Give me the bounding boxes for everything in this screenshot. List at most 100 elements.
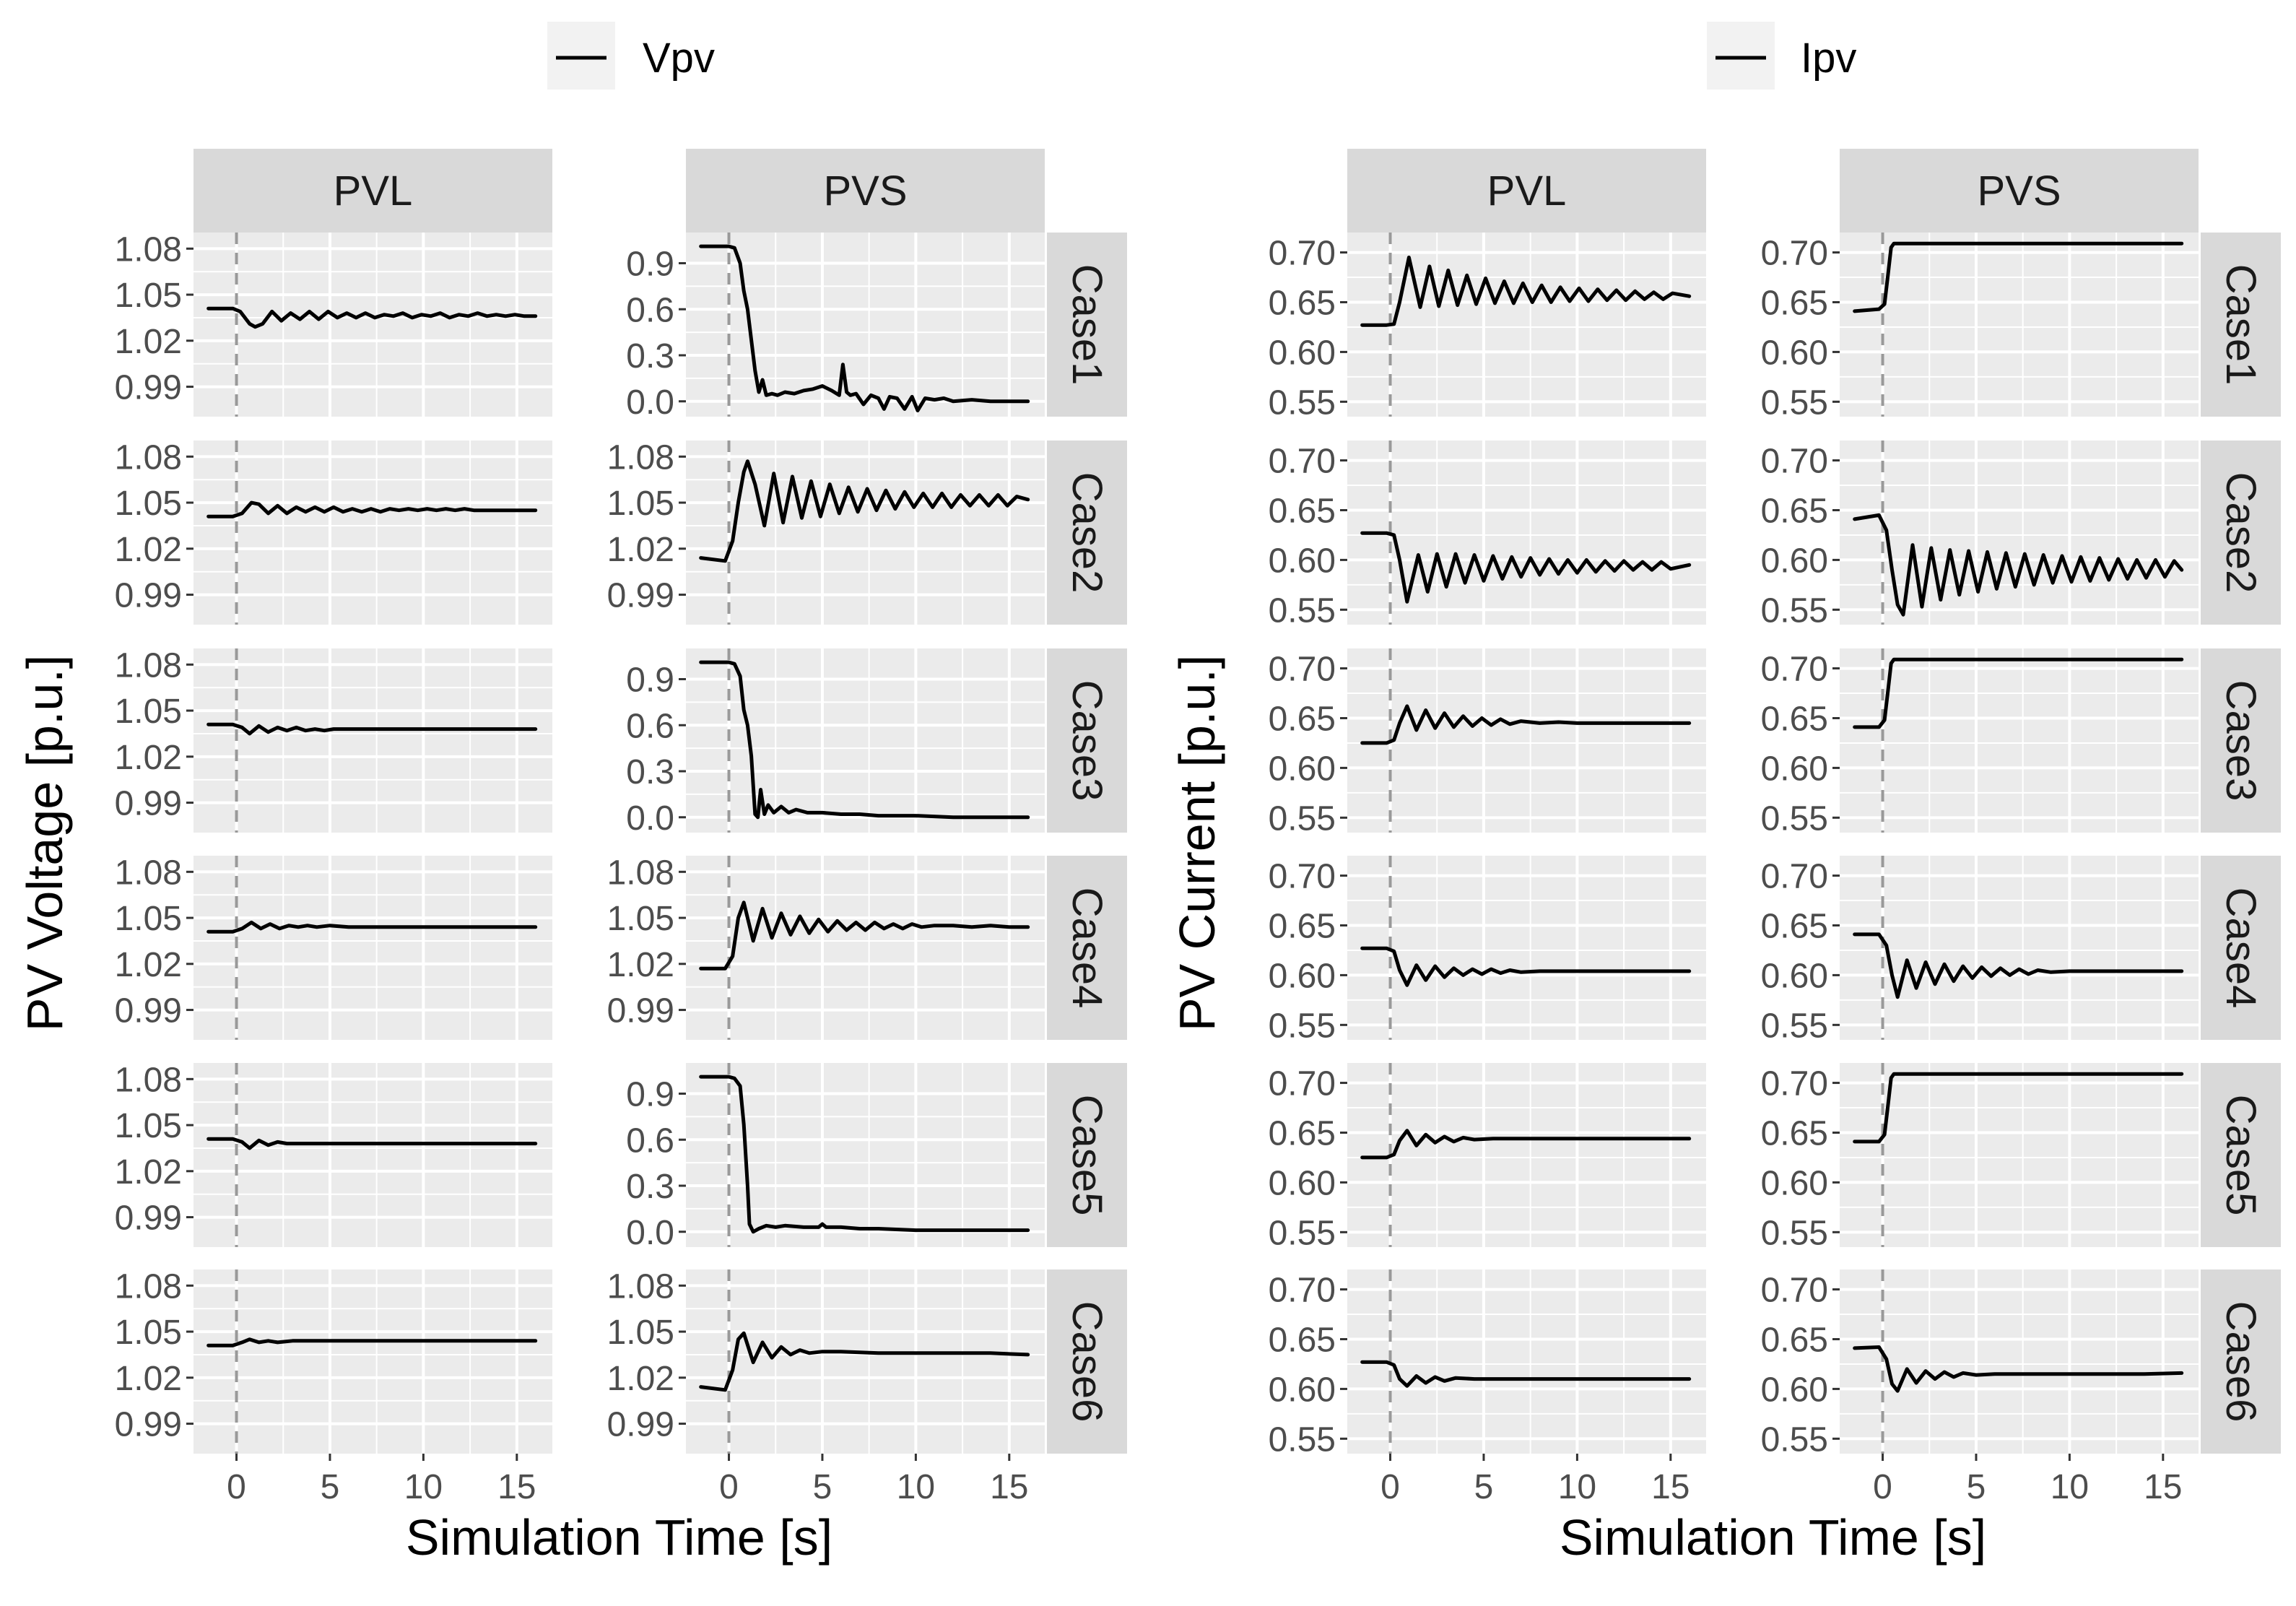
y-tick-label: 0.0 bbox=[626, 799, 674, 838]
voltage-row-label-case1: Case1 bbox=[1064, 264, 1110, 386]
series-line-ipv bbox=[1853, 932, 2184, 999]
voltage-pvs-case4-panel: 0.99 1.02 1.05 1.08 bbox=[607, 854, 1045, 1040]
y-tick-label: 0.70 bbox=[1269, 858, 1336, 896]
y-tick-label: 0.60 bbox=[1269, 957, 1336, 995]
current-row-label-case5: Case5 bbox=[2217, 1095, 2264, 1216]
x-tick-label: 15 bbox=[1651, 1468, 1690, 1506]
y-tick-label: 0.65 bbox=[1269, 700, 1336, 738]
x-tick-label: 0 bbox=[1873, 1468, 1892, 1506]
current-pvs-case1-panel: 0.55 0.60 0.65 0.70 bbox=[1761, 233, 2199, 422]
y-tick-label: 0.6 bbox=[626, 291, 674, 329]
y-tick-label: 0.65 bbox=[1269, 1114, 1336, 1153]
series-line-vpv bbox=[206, 306, 538, 329]
y-tick-label: 0.55 bbox=[1761, 1007, 1828, 1045]
y-tick-label: 0.0 bbox=[626, 383, 674, 422]
y-tick-label: 0.70 bbox=[1761, 651, 1828, 689]
x-tick-label: 5 bbox=[321, 1468, 340, 1506]
y-tick-label: 1.08 bbox=[115, 646, 182, 685]
y-tick-label: 0.65 bbox=[1269, 907, 1336, 945]
y-tick-label: 0.70 bbox=[1269, 1272, 1336, 1310]
y-tick-label: 1.02 bbox=[115, 1153, 182, 1192]
y-tick-label: 0.65 bbox=[1761, 284, 1828, 322]
voltage-row-label-case2: Case2 bbox=[1064, 472, 1110, 594]
y-tick-label: 0.65 bbox=[1761, 1321, 1828, 1359]
x-tick-label: 5 bbox=[1967, 1468, 1986, 1506]
panel-background bbox=[686, 440, 1045, 625]
voltage-pvs-case6-panel: 0.99 1.02 1.05 1.08 0 5 10 15 bbox=[607, 1267, 1045, 1506]
y-tick-label: 0.60 bbox=[1761, 1164, 1828, 1202]
y-tick-label: 0.60 bbox=[1761, 542, 1828, 580]
y-tick-label: 0.55 bbox=[1269, 1420, 1336, 1459]
panel-background bbox=[686, 1269, 1045, 1454]
panel-background bbox=[193, 648, 552, 833]
current-legend-key bbox=[1707, 22, 1775, 90]
voltage-legend-label: Vpv bbox=[643, 35, 715, 82]
current-facet-grid: Ipv PVL PVS Case1 Case2 Case3 Case4 Case5 Case6 0… bbox=[1169, 22, 2281, 1566]
current-pvl-case2-panel: 0.55 0.60 0.65 0.70 bbox=[1269, 440, 1706, 630]
panel-background bbox=[1840, 1063, 2199, 1247]
series-line-vpv bbox=[699, 660, 1030, 820]
voltage-row-strip-case3 bbox=[1047, 648, 1127, 833]
y-tick-label: 0.60 bbox=[1761, 1371, 1828, 1409]
series-line-ipv bbox=[1853, 657, 2184, 729]
series-line-ipv bbox=[1853, 1345, 2184, 1393]
current-row-strip-case6 bbox=[2201, 1269, 2281, 1454]
panel-background bbox=[1840, 1269, 2199, 1454]
y-tick-label: 0.99 bbox=[607, 992, 674, 1030]
y-tick-label: 0.70 bbox=[1761, 235, 1828, 273]
panel-background bbox=[193, 856, 552, 1040]
series-line-vpv bbox=[699, 459, 1030, 563]
y-tick-label: 0.70 bbox=[1269, 443, 1336, 481]
series-line-ipv bbox=[1360, 704, 1692, 745]
y-tick-label: 1.02 bbox=[607, 1360, 674, 1398]
y-tick-label: 1.08 bbox=[607, 854, 674, 892]
panel-background bbox=[1347, 233, 1706, 417]
y-tick-label: 1.08 bbox=[115, 438, 182, 477]
y-tick-label: 0.65 bbox=[1761, 907, 1828, 945]
y-tick-label: 0.60 bbox=[1761, 750, 1828, 788]
y-tick-label: 0.99 bbox=[115, 992, 182, 1030]
y-tick-label: 0.70 bbox=[1269, 1065, 1336, 1103]
x-tick-label: 10 bbox=[404, 1468, 443, 1506]
voltage-column-label-pvs: PVS bbox=[823, 168, 907, 214]
y-tick-label: 0.3 bbox=[626, 1168, 674, 1206]
y-tick-label: 0.55 bbox=[1269, 591, 1336, 630]
y-tick-label: 0.9 bbox=[626, 1076, 674, 1114]
series-line-vpv bbox=[206, 722, 538, 736]
current-pvl-case4-panel: 0.55 0.60 0.65 0.70 bbox=[1269, 856, 1706, 1045]
x-tick-label: 0 bbox=[719, 1468, 739, 1506]
current-x-axis-title: Simulation Time [s] bbox=[1560, 1509, 1986, 1566]
series-line-ipv bbox=[1853, 241, 2184, 313]
panel-background bbox=[686, 856, 1045, 1040]
y-tick-label: 0.55 bbox=[1269, 1214, 1336, 1252]
y-tick-label: 1.08 bbox=[607, 1267, 674, 1306]
y-tick-label: 0.55 bbox=[1761, 383, 1828, 422]
y-tick-label: 0.60 bbox=[1761, 957, 1828, 995]
y-tick-label: 0.99 bbox=[607, 577, 674, 615]
series-line-ipv bbox=[1360, 531, 1692, 604]
y-tick-label: 0.55 bbox=[1269, 1007, 1336, 1045]
voltage-pvs-case5-panel: 0.0 0.3 0.6 0.9 bbox=[626, 1063, 1045, 1252]
current-pvl-case6-panel: 0.55 0.60 0.65 0.70 0 5 10 15 bbox=[1269, 1269, 1706, 1506]
x-tick-label: 10 bbox=[897, 1468, 935, 1506]
y-tick-label: 0.55 bbox=[1269, 383, 1336, 422]
voltage-row-label-case3: Case3 bbox=[1064, 680, 1110, 802]
y-tick-label: 1.05 bbox=[607, 1314, 674, 1352]
current-row-label-case6: Case6 bbox=[2217, 1301, 2264, 1423]
y-tick-label: 0.55 bbox=[1761, 799, 1828, 838]
series-line-ipv bbox=[1853, 513, 2184, 617]
current-column-strip-pvs bbox=[1840, 149, 2199, 233]
panel-background bbox=[193, 1269, 552, 1454]
voltage-column-label-pvl: PVL bbox=[334, 168, 413, 214]
panel-background bbox=[1347, 856, 1706, 1040]
y-tick-label: 0.99 bbox=[115, 785, 182, 823]
y-tick-label: 0.3 bbox=[626, 753, 674, 791]
x-tick-label: 5 bbox=[1474, 1468, 1494, 1506]
y-tick-label: 1.05 bbox=[115, 485, 182, 523]
voltage-row-strip-case4 bbox=[1047, 856, 1127, 1040]
y-tick-label: 0.70 bbox=[1761, 1272, 1828, 1310]
y-tick-label: 1.02 bbox=[115, 739, 182, 777]
voltage-column-strip-pvl bbox=[193, 149, 552, 233]
y-tick-label: 1.08 bbox=[607, 438, 674, 477]
y-tick-label: 1.05 bbox=[607, 900, 674, 938]
